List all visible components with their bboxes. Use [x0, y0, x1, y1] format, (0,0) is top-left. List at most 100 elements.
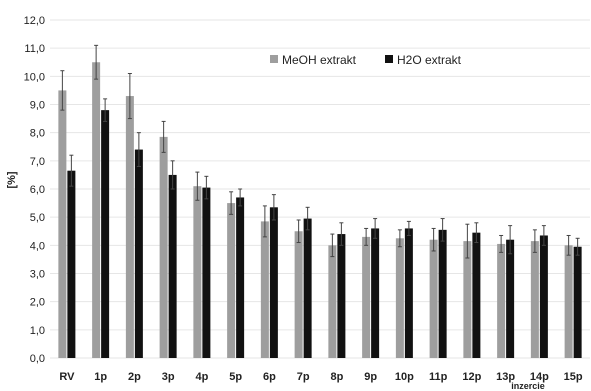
x-tick-label: RV: [59, 371, 75, 383]
y-tick-label: 8,0: [30, 128, 45, 140]
bar-h2o: [134, 149, 143, 358]
x-tick-label: 13p: [496, 371, 515, 383]
error-bar: [532, 229, 537, 253]
bar-h2o: [303, 218, 312, 358]
bar-meoh: [260, 221, 269, 358]
bar-meoh: [429, 239, 438, 358]
legend-swatch: [270, 55, 278, 63]
legend: MeOH extrakt H2O extrakt: [270, 53, 462, 67]
y-tick-label: 10,0: [24, 71, 45, 83]
x-tick-label: 7p: [297, 371, 310, 383]
x-tick-label: 2p: [128, 371, 141, 383]
error-bar: [339, 222, 344, 246]
bar-meoh: [564, 245, 573, 358]
error-bar: [305, 206, 310, 231]
x-tick-label: 10p: [395, 371, 414, 383]
bar-meoh: [125, 96, 134, 359]
error-bar: [271, 194, 276, 221]
bar-h2o: [539, 235, 548, 358]
x-tick-label: 3p: [162, 371, 175, 383]
error-bar: [170, 160, 175, 190]
error-bar: [127, 73, 132, 120]
error-bar: [566, 234, 571, 256]
error-bar: [499, 234, 504, 253]
error-bar: [60, 70, 65, 111]
bar-meoh: [193, 186, 202, 358]
error-bar: [195, 171, 200, 201]
bar-meoh: [497, 243, 506, 358]
x-axis-ticks: RV 1p 2p 3p 4p 5p 6p 7p 8p 9p 10p 11p 12p 13p 14p 15p: [59, 371, 583, 383]
y-tick-label: 12,0: [24, 15, 45, 27]
x-tick-label: 6p: [263, 371, 276, 383]
bar-h2o: [573, 246, 582, 358]
error-bar: [406, 220, 411, 236]
error-bar: [69, 154, 74, 187]
error-bar: [330, 233, 335, 258]
error-bar: [262, 205, 267, 238]
bar-h2o: [168, 174, 177, 358]
x-tick-label: 8p: [330, 371, 343, 383]
x-tick-label: 1p: [94, 371, 107, 383]
y-tick-label: 1,0: [30, 325, 45, 337]
bar-h2o: [236, 197, 245, 358]
error-bar: [508, 225, 513, 255]
error-bar: [204, 175, 209, 200]
bar-h2o: [472, 232, 481, 358]
bar-meoh: [92, 62, 101, 358]
bar-meoh: [463, 241, 472, 358]
y-axis-ticks: 0,0 1,0 2,0 3,0 4,0 5,0 6,0 7,0 8,0 9,0 10,0 11,0 12…: [24, 15, 45, 365]
legend-swatch: [385, 55, 393, 63]
bar-meoh: [395, 238, 404, 358]
y-tick-label: 7,0: [30, 156, 45, 168]
error-bars: [60, 44, 580, 259]
bar-h2o: [506, 239, 515, 358]
bars: [58, 62, 582, 359]
bar-meoh: [362, 236, 371, 358]
x-tick-label: 14p: [530, 371, 549, 383]
x-tick-label: 11p: [429, 371, 448, 383]
y-axis-label: [%]: [6, 171, 18, 188]
bar-h2o: [101, 110, 110, 358]
bar-meoh: [530, 241, 539, 358]
error-bar: [94, 44, 99, 80]
bar-h2o: [371, 228, 380, 358]
bar-meoh: [294, 231, 303, 358]
error-bar: [465, 223, 470, 259]
y-tick-label: 3,0: [30, 269, 45, 281]
y-tick-label: 6,0: [30, 184, 45, 196]
bar-h2o: [438, 229, 447, 358]
error-bar: [296, 219, 301, 244]
error-bar: [364, 227, 369, 246]
bar-h2o: [202, 187, 211, 358]
x-tick-label: 12p: [462, 371, 481, 383]
bar-h2o: [337, 234, 346, 358]
y-tick-label: 11,0: [24, 43, 45, 55]
bar-meoh: [159, 136, 168, 358]
bar-h2o: [269, 207, 278, 358]
legend-label: H2O extrakt: [397, 53, 462, 67]
error-bar: [474, 222, 479, 244]
y-tick-label: 0,0: [30, 353, 45, 365]
error-bar: [440, 218, 445, 242]
x-tick-label: 15p: [564, 371, 583, 383]
bar-meoh: [58, 90, 67, 359]
y-tick-label: 4,0: [30, 240, 45, 252]
x-tick-label: 4p: [195, 371, 208, 383]
x-tick-label: 5p: [229, 371, 242, 383]
error-bar: [373, 218, 378, 239]
error-bar: [136, 132, 141, 167]
y-tick-label: 9,0: [30, 100, 45, 112]
error-bar: [161, 120, 166, 153]
error-bar: [238, 188, 243, 207]
error-bar: [431, 227, 436, 252]
error-bar: [541, 225, 546, 246]
y-tick-label: 2,0: [30, 297, 45, 309]
y-tick-label: 5,0: [30, 212, 45, 224]
error-bar: [103, 98, 108, 122]
legend-label: MeOH extrakt: [282, 53, 357, 67]
x-tick-label: 9p: [364, 371, 377, 383]
bar-h2o: [404, 228, 413, 358]
x-axis-label: inzercie: [511, 381, 545, 391]
error-bar: [397, 229, 402, 248]
